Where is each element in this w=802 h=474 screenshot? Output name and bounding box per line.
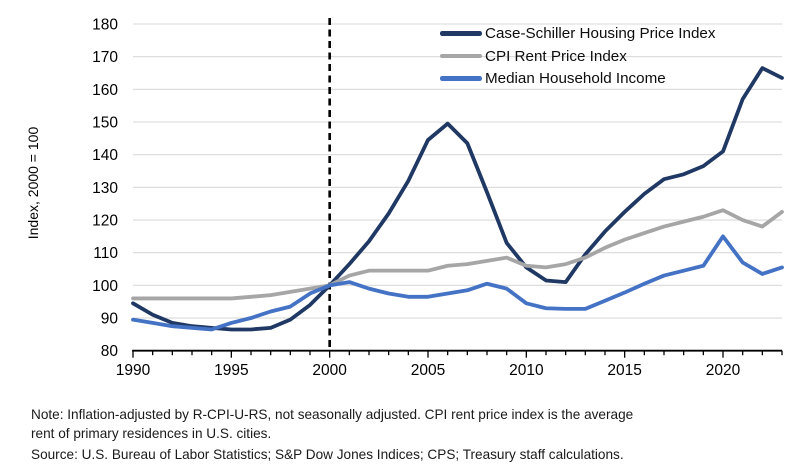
legend-item-case-schiller: Case-Schiller Housing Price Index [440, 25, 716, 42]
x-tick-label: 2020 [706, 362, 741, 379]
series-line [131, 66, 784, 332]
x-tick-label: 1995 [214, 362, 248, 379]
x-tick-label: 2010 [509, 362, 544, 379]
legend-label-cpi-rent: CPI Rent Price Index [485, 47, 627, 65]
y-tick-label: 90 [101, 311, 119, 328]
legend-label-median-income: Median Household Income [485, 70, 666, 87]
y-tick-label: 100 [92, 278, 118, 295]
legend-label-case-schiller: Case-Schiller Housing Price Index [485, 25, 716, 42]
x-tick-label: 2000 [312, 362, 347, 379]
series-line [131, 208, 784, 301]
y-tick-label: 180 [92, 17, 118, 34]
y-tick-label: 130 [92, 180, 118, 197]
x-tick-label: 1990 [116, 362, 151, 379]
x-tick-label: 2005 [411, 362, 445, 379]
x-tick-label: 2015 [607, 362, 641, 379]
y-tick-label: 170 [92, 49, 118, 66]
y-tick-label: 160 [92, 82, 118, 99]
y-axis-title: Index, 2000 = 100 [25, 126, 41, 240]
y-tick-label: 110 [93, 245, 118, 262]
legend-item-median-income: Median Household Income [440, 70, 666, 87]
y-tick-label: 140 [92, 147, 118, 164]
legend-swatch-median-income-icon [440, 76, 482, 81]
note-line-1: Note: Inflation-adjusted by R-CPI-U-RS, … [31, 407, 634, 422]
y-tick-label: 80 [101, 343, 119, 360]
note-line-2: rent of primary residences in U.S. citie… [31, 425, 272, 441]
y-tick-label: 150 [92, 115, 118, 132]
legend-swatch-cpi-rent-icon [440, 53, 482, 59]
chart-notes: Note: Inflation-adjusted by R-CPI-U-RS, … [31, 406, 791, 465]
legend-swatch-case-schiller-icon [440, 31, 482, 36]
legend-item-cpi-rent: CPI Rent Price Index [440, 47, 627, 65]
source-line: Source: U.S. Bureau of Labor Statistics;… [31, 447, 624, 462]
y-tick-label: 120 [92, 213, 118, 230]
series-line [131, 234, 784, 332]
line-chart-canvas: 1990 1995 2000 2005 2010 2015 2020 80 90 100 110 12… [92, 17, 784, 379]
